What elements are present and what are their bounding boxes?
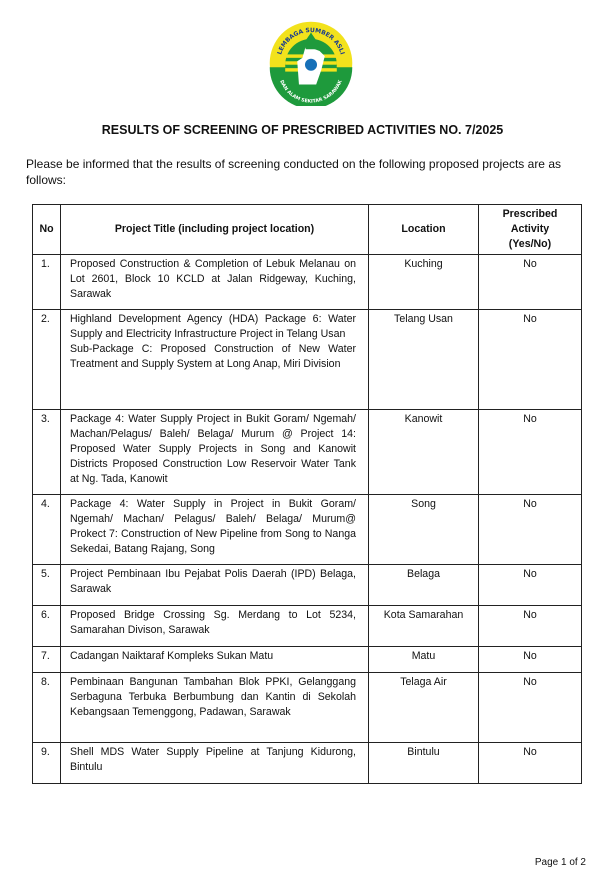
row-number: 9. <box>32 742 61 784</box>
table-row: 3. Package 4: Water Supply Project in Buk… <box>32 409 582 495</box>
prescribed-activity: No <box>478 254 582 310</box>
row-number: 7. <box>32 646 61 673</box>
prescribed-activity: No <box>478 309 582 410</box>
project-location: Belaga <box>368 564 479 606</box>
project-title: Proposed Bridge Crossing Sg. Merdang to … <box>60 605 369 647</box>
project-location: Kuching <box>368 254 479 310</box>
project-location: Kanowit <box>368 409 479 495</box>
header-no: No <box>32 204 61 255</box>
prescribed-activity: No <box>478 409 582 495</box>
table-row: 9. Shell MDS Water Supply Pipeline at Tan… <box>32 742 582 784</box>
header-location: Location <box>368 204 479 255</box>
row-number: 1. <box>32 254 61 310</box>
row-number: 8. <box>32 672 61 743</box>
row-number: 2. <box>32 309 61 410</box>
project-title: Package 4: Water Supply Project in Bukit… <box>60 409 369 495</box>
project-title: Pembinaan Bangunan Tambahan Blok PPKI, G… <box>60 672 369 743</box>
prescribed-activity: No <box>478 564 582 606</box>
table-row: 2. Highland Development Agency (HDA) Pack… <box>32 309 582 410</box>
prescribed-activity: No <box>478 605 582 647</box>
table-row: 8. Pembinaan Bangunan Tambahan Blok PPKI,… <box>32 672 582 743</box>
row-number: 6. <box>32 605 61 647</box>
project-title: Shell MDS Water Supply Pipeline at Tanju… <box>60 742 369 784</box>
row-number: 5. <box>32 564 61 606</box>
page-title: RESULTS OF SCREENING OF PRESCRIBED ACTIV… <box>101 123 504 137</box>
project-title-line: Highland Development Agency (HDA) Packag… <box>70 313 356 340</box>
project-location: Bintulu <box>368 742 479 784</box>
project-title-line: Sub-Package C: Proposed Construction of … <box>70 343 356 370</box>
row-number: 4. <box>32 494 61 565</box>
header-title: Project Title (including project locatio… <box>60 204 369 255</box>
agency-logo: LEMBAGA SUMBER ASLI DAN ALAM SEKITAR SAR… <box>269 21 353 106</box>
project-title: Proposed Construction & Completion of Le… <box>60 254 369 310</box>
project-location: Telang Usan <box>368 309 479 410</box>
row-number: 3. <box>32 409 61 495</box>
project-location: Matu <box>368 646 479 673</box>
header-activity: Prescribed Activity (Yes/No) <box>478 204 582 255</box>
table-row: 1. Proposed Construction & Completion of … <box>32 254 582 310</box>
intro-paragraph: Please be informed that the results of s… <box>26 157 561 187</box>
table-row: 5. Project Pembinaan Ibu Pejabat Polis Da… <box>32 564 582 606</box>
prescribed-activity: No <box>478 742 582 784</box>
project-title: Highland Development Agency (HDA) Packag… <box>60 309 369 410</box>
project-title: Cadangan Naiktaraf Kompleks Sukan Matu <box>60 646 369 673</box>
project-title: Package 4: Water Supply in Project in Bu… <box>60 494 369 565</box>
prescribed-activity: No <box>478 646 582 673</box>
prescribed-activity: No <box>478 494 582 565</box>
project-title: Project Pembinaan Ibu Pejabat Polis Daer… <box>60 564 369 606</box>
project-location: Telaga Air <box>368 672 479 743</box>
table-row: 4. Package 4: Water Supply in Project in … <box>32 494 582 565</box>
table-header-row: No Project Title (including project loca… <box>32 204 582 255</box>
table-row: 6. Proposed Bridge Crossing Sg. Merdang t… <box>32 605 582 647</box>
project-location: Song <box>368 494 479 565</box>
screening-results-table: No Project Title (including project loca… <box>32 204 582 784</box>
table-row: 7. Cadangan Naiktaraf Kompleks Sukan Matu… <box>32 646 582 673</box>
project-location: Kota Samarahan <box>368 605 479 647</box>
page-number: Page 1 of 2 <box>534 857 586 868</box>
prescribed-activity: No <box>478 672 582 743</box>
